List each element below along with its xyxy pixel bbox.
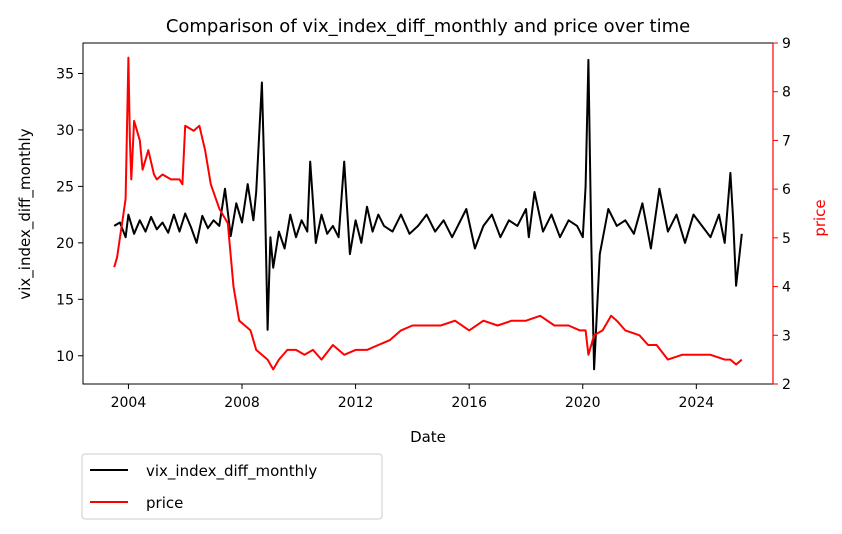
y-right-axis-label: price	[811, 199, 829, 236]
chart-title: Comparison of vix_index_diff_monthly and…	[166, 16, 690, 37]
y-right-tick-label: 5	[782, 231, 791, 247]
series-layer	[113, 56, 743, 371]
legend-label-vix: vix_index_diff_monthly	[146, 462, 317, 481]
y-right-tick-label: 4	[782, 280, 791, 296]
legend-label-price: price	[146, 494, 183, 512]
x-axis: 2004 2008 2012 2016 2020 2024	[111, 384, 715, 411]
y-left-tick-label: 15	[56, 292, 74, 308]
y-right-tick-label: 3	[782, 328, 791, 344]
x-tick-label: 2024	[679, 395, 715, 411]
legend: vix_index_diff_monthly price	[81, 453, 383, 520]
y-right-tick-label: 9	[782, 36, 791, 52]
y-right-tick-label: 7	[782, 133, 791, 149]
y-left-tick-label: 20	[56, 236, 74, 252]
y-left-tick-label: 30	[56, 123, 74, 139]
legend-frame	[81, 453, 383, 520]
plot-frame	[82, 42, 774, 385]
y-left-tick-label: 35	[56, 66, 74, 82]
y-left-axis-label: vix_index_diff_monthly	[16, 128, 35, 299]
series-line-price	[113, 56, 743, 371]
plot-area	[82, 42, 774, 385]
x-tick-label: 2012	[338, 395, 374, 411]
y-right-tick-label: 2	[782, 377, 791, 393]
y-left-tick-label: 10	[56, 349, 74, 365]
x-tick-label: 2008	[224, 395, 260, 411]
x-tick-label: 2016	[451, 395, 487, 411]
x-tick-label: 2020	[565, 395, 601, 411]
x-axis-label: Date	[410, 428, 446, 446]
x-tick-label: 2004	[111, 395, 147, 411]
y-left-tick-label: 25	[56, 179, 74, 195]
y-right-tick-label: 8	[782, 85, 791, 101]
series-line-vix	[113, 58, 743, 371]
y-left-axis: 10 15 20 25 30 35	[56, 66, 83, 365]
y-right-axis: 2 3 4 5 6 7 8 9	[772, 36, 791, 393]
y-right-tick-label: 6	[782, 182, 791, 198]
